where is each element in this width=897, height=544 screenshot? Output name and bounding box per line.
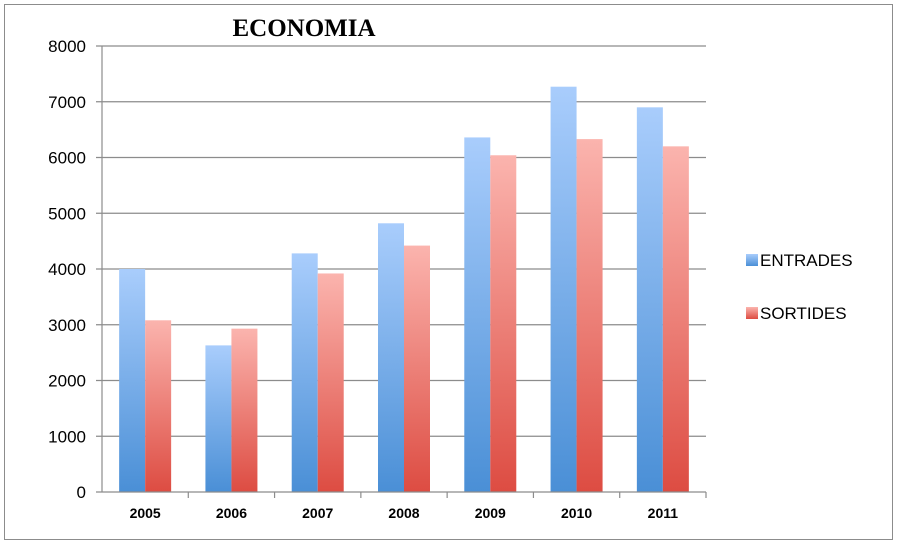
gridlines: [96, 45, 706, 437]
bar-entrades-2010: [550, 86, 577, 492]
chart-title: ECONOMIA: [232, 15, 375, 42]
y-tick-label: 2000: [48, 372, 86, 391]
y-tick-label: 1000: [48, 427, 86, 446]
y-tick-label: 0: [77, 483, 86, 502]
bar-entrades-2006: [205, 345, 232, 492]
y-tick-label: 6000: [48, 149, 86, 168]
bar-sortides-2005: [145, 320, 172, 492]
x-tick-label: 2005: [130, 505, 161, 521]
legend-label-sortides: SORTIDES: [760, 304, 847, 323]
bar-sortides-2006: [231, 328, 258, 492]
legend-swatch-sortides: [746, 307, 758, 319]
bar-entrades-2007: [291, 253, 318, 492]
bar-entrades-2008: [378, 223, 404, 492]
legend-label-entrades: ENTRADES: [760, 251, 853, 270]
y-tick-label: 3000: [48, 316, 86, 335]
y-tick-label: 7000: [48, 93, 86, 112]
chart-frame: ECONOMIA 0 1000 2000 3000 4000 5000 6000 7000 80…: [4, 4, 893, 540]
chart-svg: ECONOMIA 0 1000 2000 3000 4000 5000 6000 7000 80…: [4, 4, 893, 540]
x-tick-label: 2009: [475, 505, 506, 521]
bar-entrades-2011: [636, 107, 663, 492]
y-tick-label: 4000: [48, 260, 86, 279]
bar-sortides-2011: [662, 146, 689, 492]
x-tick-label: 2011: [648, 505, 679, 521]
y-tick-label: 8000: [48, 37, 86, 56]
bar-sortides-2010: [576, 139, 603, 493]
x-tick-label: 2006: [216, 505, 247, 521]
x-tick-label: 2007: [302, 505, 333, 521]
x-tick-label: 2008: [388, 505, 419, 521]
bars: [119, 86, 689, 493]
bar-sortides-2008: [404, 245, 430, 492]
bar-entrades-2009: [464, 137, 491, 492]
axes: 0 1000 2000 3000 4000 5000 6000 7000 8000 2005 200…: [48, 37, 707, 521]
x-tick-label: 2010: [561, 505, 592, 521]
bar-sortides-2009: [490, 155, 517, 492]
y-tick-label: 5000: [48, 204, 86, 223]
bar-entrades-2005: [119, 269, 146, 492]
legend-swatch-entrades: [746, 254, 758, 266]
legend: ENTRADES SORTIDES: [746, 251, 853, 323]
bar-sortides-2007: [317, 273, 344, 492]
